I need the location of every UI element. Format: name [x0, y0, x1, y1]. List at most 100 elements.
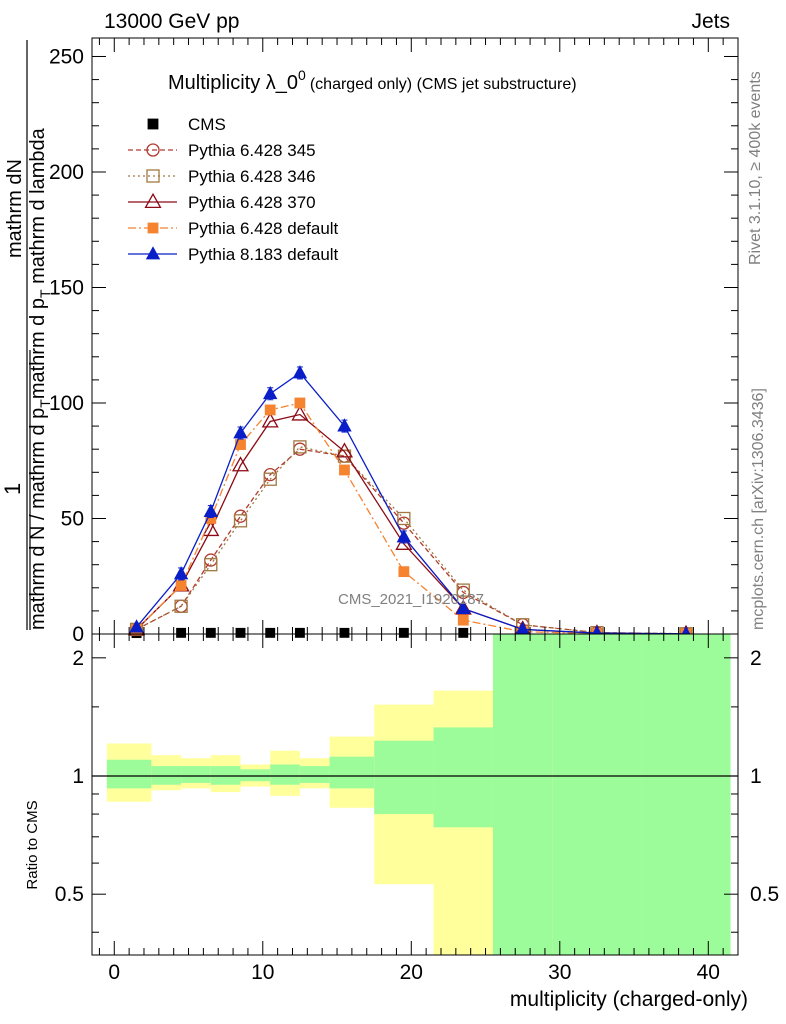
- ratio-band-green: [492, 634, 553, 955]
- legend-item: CMS: [147, 115, 226, 134]
- ratio-band-green: [552, 634, 642, 955]
- data-point: [396, 529, 412, 543]
- series-pythia-6-428-345: [129, 442, 693, 641]
- data-point: [235, 627, 246, 638]
- x-axis-label: multiplicity (charged-only): [510, 988, 748, 1011]
- data-point: [233, 514, 248, 528]
- legend-marker: [147, 118, 159, 130]
- series-line: [136, 402, 687, 635]
- data-point: [294, 627, 305, 638]
- y-label-one: 1: [0, 483, 25, 495]
- data-point: [174, 599, 188, 613]
- data-point: [233, 425, 248, 439]
- ratio-band-green: [299, 766, 330, 783]
- data-point: [233, 509, 248, 523]
- data-point: [202, 520, 220, 537]
- legend-label: Pythia 8.183 default: [188, 245, 339, 264]
- rivet-label: Rivet 3.1.10, ≥ 400k events: [747, 71, 764, 265]
- legend-label: Pythia 6.428 346: [188, 167, 316, 186]
- x-tick-label: 30: [548, 961, 571, 984]
- series-pythia-6-428-346: [129, 440, 693, 641]
- ratio-band-green: [270, 764, 300, 785]
- legend-marker: [144, 192, 162, 209]
- data-point: [398, 566, 410, 578]
- data-point: [231, 456, 250, 472]
- y-label-numerator: mathrm dN: [4, 159, 26, 258]
- x-tick-label: 10: [251, 961, 274, 984]
- x-tick-label: 20: [400, 961, 423, 984]
- legend-marker: [146, 143, 160, 157]
- data-point: [456, 600, 471, 614]
- data-point: [261, 412, 279, 428]
- ratio-band-green: [433, 727, 493, 828]
- legend-label: Pythia 6.428 default: [188, 219, 339, 238]
- ratio-y-tick-label: 0.5: [55, 883, 84, 906]
- data-point: [203, 503, 219, 517]
- data-point: [339, 464, 350, 476]
- ratio-y-tick-label: 1: [72, 765, 84, 788]
- main-plot: 0 50 100 150 200 250: [49, 37, 739, 646]
- data-point: [457, 614, 469, 626]
- legend-marker: [146, 169, 160, 183]
- data-point: [339, 627, 350, 638]
- data-point: [129, 619, 144, 633]
- legend-marker: [147, 222, 159, 234]
- ratio-y-tick-label-right: 2: [750, 647, 762, 670]
- data-point: [204, 558, 218, 572]
- data-point: [205, 513, 217, 524]
- series-line: [136, 446, 687, 635]
- data-point: [458, 627, 469, 638]
- energy-label: 13000 GeV pp: [104, 10, 239, 33]
- data-point: [395, 534, 413, 550]
- data-point: [264, 404, 276, 416]
- legend-label: CMS: [188, 115, 226, 134]
- data-point: [292, 365, 308, 379]
- ratio-y-tick-label-right: 0.5: [750, 883, 779, 906]
- mcplots-label: mcplots.cern.ch [arXiv:1306.3436]: [750, 388, 767, 630]
- x-tick-label: 0: [108, 961, 120, 984]
- legend-item: Pythia 6.428 346: [128, 167, 316, 186]
- y-tick-label: 50: [61, 507, 84, 530]
- legend-item: Pythia 6.428 345: [128, 141, 316, 160]
- y-tick-label: 150: [49, 276, 84, 299]
- data-point: [235, 439, 246, 450]
- legend-item: Pythia 8.183 default: [128, 245, 339, 264]
- data-point: [456, 583, 470, 597]
- y-axis-label: 1 mathrm dN mathrm d N / mathrm d pTmath…: [0, 40, 53, 630]
- y-tick-label: 250: [49, 45, 84, 68]
- ratio-band-green: [181, 766, 211, 783]
- series-pythia-8-183-default: [129, 365, 694, 640]
- ratio-y-tick-label-right: 1: [750, 765, 762, 788]
- data-point: [291, 405, 309, 421]
- legend: CMS Pythia 6.428 345 Pythia 6.428 346 Pythi…: [128, 115, 339, 264]
- legend-label: Pythia 6.428 370: [188, 193, 316, 212]
- ratio-plot: 0.5 0.5 1 1 2 2 0 10 20 30 40: [55, 633, 779, 984]
- ratio-plot-frame: [91, 633, 739, 956]
- data-point: [515, 621, 530, 635]
- watermark: CMS_2021_I1920187: [338, 591, 484, 608]
- data-point: [397, 511, 411, 526]
- data-point: [398, 627, 409, 638]
- y-tick-label: 200: [49, 161, 84, 184]
- ratio-band-green: [106, 759, 152, 789]
- data-point: [337, 418, 352, 432]
- data-point: [205, 627, 216, 638]
- x-tick-label: 40: [697, 961, 720, 984]
- legend-item: Pythia 6.428 default: [128, 219, 339, 238]
- y-label-denominator: mathrm d N / mathrm d pTmathrm d pT math…: [27, 127, 53, 630]
- y-tick-label: 100: [49, 392, 84, 415]
- ratio-band-green: [240, 769, 271, 782]
- data-point: [265, 627, 276, 638]
- legend-label: Pythia 6.428 345: [188, 141, 316, 160]
- series-line: [136, 372, 687, 635]
- data-point: [337, 449, 352, 463]
- data-point: [263, 472, 277, 486]
- ratio-y-label: Ratio to CMS: [24, 800, 41, 889]
- legend-item: Pythia 6.428 370: [128, 192, 316, 212]
- y-tick-label: 0: [72, 623, 84, 646]
- category-label: Jets: [691, 10, 730, 33]
- data-point: [293, 440, 307, 454]
- data-point: [173, 566, 189, 580]
- ratio-band-green: [641, 634, 731, 955]
